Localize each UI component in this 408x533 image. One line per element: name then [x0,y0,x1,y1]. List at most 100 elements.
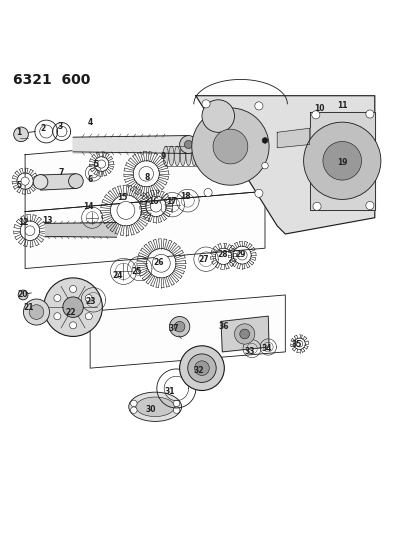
Text: 6: 6 [88,175,93,183]
Circle shape [237,250,247,260]
Text: 12: 12 [18,218,28,227]
Circle shape [29,305,44,319]
Ellipse shape [136,397,175,417]
Circle shape [131,407,137,414]
Circle shape [18,290,28,300]
Circle shape [255,189,263,197]
Ellipse shape [180,146,186,166]
Ellipse shape [186,146,191,166]
Text: 8: 8 [144,173,150,182]
Circle shape [44,278,102,336]
Text: 33: 33 [244,346,255,356]
Circle shape [366,201,374,209]
Polygon shape [310,112,375,209]
Text: 30: 30 [145,405,155,414]
Circle shape [131,400,137,407]
Text: 4: 4 [88,118,93,127]
Circle shape [25,226,35,236]
Text: 25: 25 [132,267,142,276]
Circle shape [296,341,303,347]
Circle shape [63,297,83,318]
Circle shape [139,166,153,181]
Polygon shape [221,316,269,352]
Text: 19: 19 [337,158,348,167]
Circle shape [54,313,61,320]
Circle shape [14,127,28,142]
Text: 26: 26 [153,258,164,267]
Circle shape [312,111,320,119]
Ellipse shape [169,146,174,166]
Text: 31: 31 [164,387,175,396]
Circle shape [85,295,92,302]
Ellipse shape [192,146,197,166]
Text: 21: 21 [23,303,33,312]
Circle shape [21,177,29,185]
Circle shape [262,138,268,143]
Circle shape [180,346,224,391]
Polygon shape [277,128,310,148]
Text: 13: 13 [42,216,53,225]
Text: 14: 14 [83,202,93,211]
Text: 11: 11 [337,101,348,110]
Circle shape [180,135,197,154]
Text: 32: 32 [194,366,204,375]
Text: 6321  600: 6321 600 [13,74,90,87]
Circle shape [169,317,190,337]
Text: 5: 5 [16,181,22,190]
Text: 10: 10 [315,104,325,113]
Circle shape [192,108,269,185]
Circle shape [69,322,77,329]
Circle shape [202,100,235,132]
Polygon shape [25,134,265,212]
Circle shape [85,313,92,320]
Text: 15: 15 [118,193,128,202]
Circle shape [33,175,48,189]
Text: 7: 7 [59,168,64,177]
Text: 2: 2 [41,124,46,133]
Text: 16: 16 [148,197,158,206]
Circle shape [313,202,321,211]
Circle shape [202,100,210,108]
Text: 3: 3 [57,122,62,131]
Circle shape [69,286,77,293]
Circle shape [98,160,106,168]
Circle shape [255,102,263,110]
Polygon shape [45,223,117,237]
Ellipse shape [129,392,182,422]
Text: 29: 29 [235,250,246,259]
Text: 17: 17 [166,197,177,206]
Text: 1: 1 [16,128,22,137]
Text: 9: 9 [161,152,166,161]
Text: 37: 37 [168,324,179,333]
Text: 18: 18 [180,192,191,201]
Circle shape [150,200,162,212]
Circle shape [54,295,61,302]
Circle shape [326,107,333,113]
Text: 35: 35 [292,340,302,349]
Text: 5: 5 [94,160,99,169]
Circle shape [240,329,250,339]
Text: 36: 36 [218,322,229,331]
Polygon shape [25,191,265,269]
Text: 27: 27 [199,255,209,264]
Circle shape [173,407,180,414]
Circle shape [69,174,83,189]
Text: 24: 24 [113,271,123,280]
Ellipse shape [197,146,203,166]
Circle shape [323,141,361,180]
Circle shape [188,354,216,382]
Circle shape [195,361,209,375]
Circle shape [213,129,248,164]
Polygon shape [196,96,375,234]
Circle shape [262,163,268,169]
Circle shape [235,324,255,344]
Circle shape [24,299,49,325]
Ellipse shape [163,146,169,166]
Polygon shape [73,135,188,154]
Ellipse shape [175,146,180,166]
Circle shape [173,400,180,407]
Circle shape [174,321,185,332]
Polygon shape [90,295,285,368]
Circle shape [304,122,381,199]
Circle shape [366,110,374,118]
